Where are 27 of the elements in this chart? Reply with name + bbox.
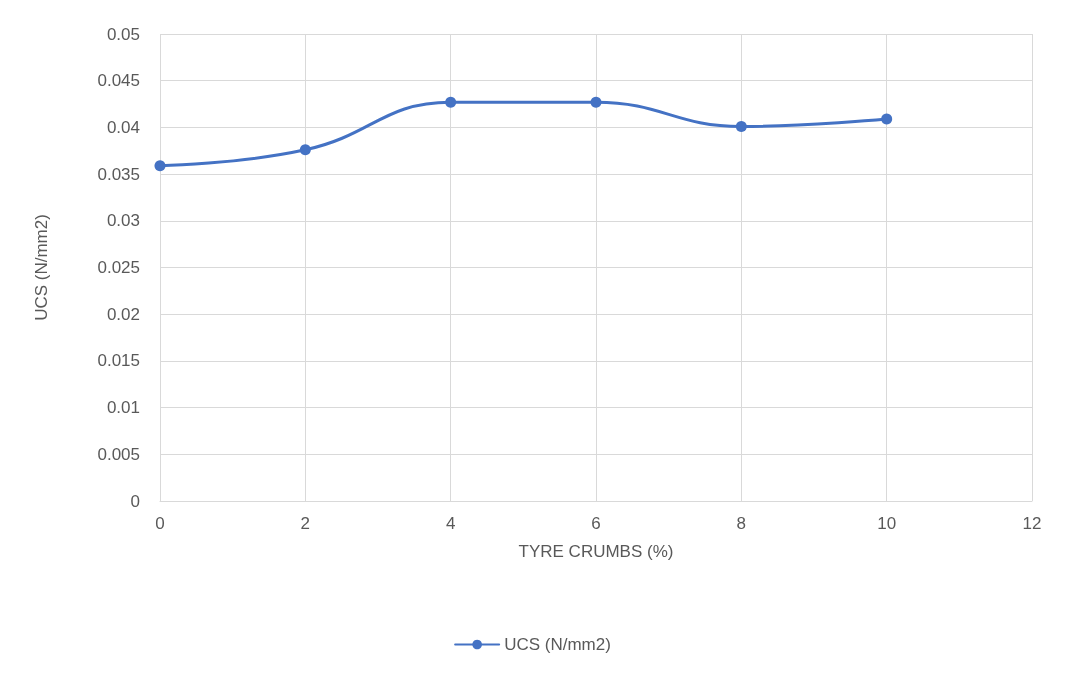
legend-label: UCS (N/mm2) (504, 635, 611, 654)
y-tick-label: 0.035 (97, 164, 140, 184)
y-tick-label: 0.045 (97, 71, 140, 91)
y-tick-label: 0.04 (106, 117, 140, 137)
x-tick-label: 6 (591, 514, 601, 533)
x-tick-label: 2 (300, 514, 311, 533)
x-tick-label: 8 (736, 514, 747, 533)
y-tick-label: 0 (130, 491, 140, 511)
point (154, 160, 166, 172)
point (590, 96, 602, 108)
point (445, 96, 457, 108)
point (299, 144, 311, 156)
y-axis-title: UCS (N/mm2) (32, 214, 51, 321)
y-tick-label: 0.03 (106, 211, 140, 231)
y-tick-label: 0.005 (97, 444, 140, 464)
y-tick-label: 0.01 (106, 398, 140, 418)
point (881, 113, 893, 125)
point (735, 120, 747, 132)
x-tick-label: 0 (155, 514, 165, 533)
y-tick-label: 0.025 (97, 258, 140, 277)
y-tick-label: 0.015 (97, 351, 140, 371)
y-tick-label: 0.02 (106, 304, 140, 324)
x-tick-label: 10 (877, 514, 897, 533)
x-axis-title: TYRE CRUMBS (%) (518, 542, 674, 561)
x-tick-label: 12 (1022, 514, 1042, 533)
y-tick-label: 0.05 (106, 24, 140, 44)
x-tick-label: 4 (445, 514, 456, 533)
